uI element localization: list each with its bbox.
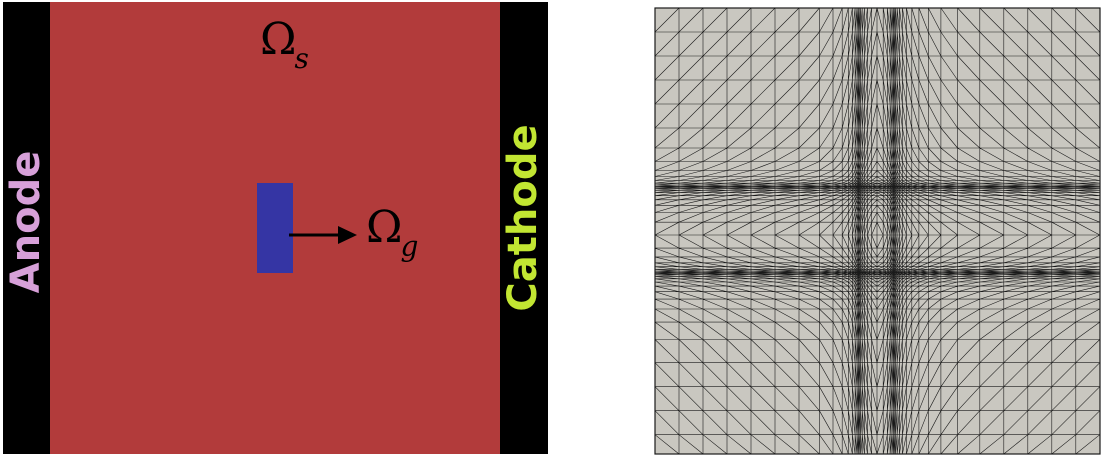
mesh-panel [654,7,1101,455]
solid-subscript: s [294,42,309,75]
anode-electrode [3,2,50,454]
gas-domain-label: Ωg [366,202,420,263]
mesh-background [655,8,1100,454]
cathode-label: Cathode [500,124,546,312]
gas-domain [257,183,293,273]
solid-omega-symbol: Ω [260,14,297,65]
cathode-electrode [500,2,548,454]
domain-schematic [3,2,548,454]
solid-domain-label: Ωs [260,14,311,75]
arrow-head [338,226,357,244]
anode-label: Anode [3,150,49,294]
mesh-border [654,7,1101,455]
gas-subscript: g [400,230,419,263]
gas-omega-symbol: Ω [366,202,403,253]
